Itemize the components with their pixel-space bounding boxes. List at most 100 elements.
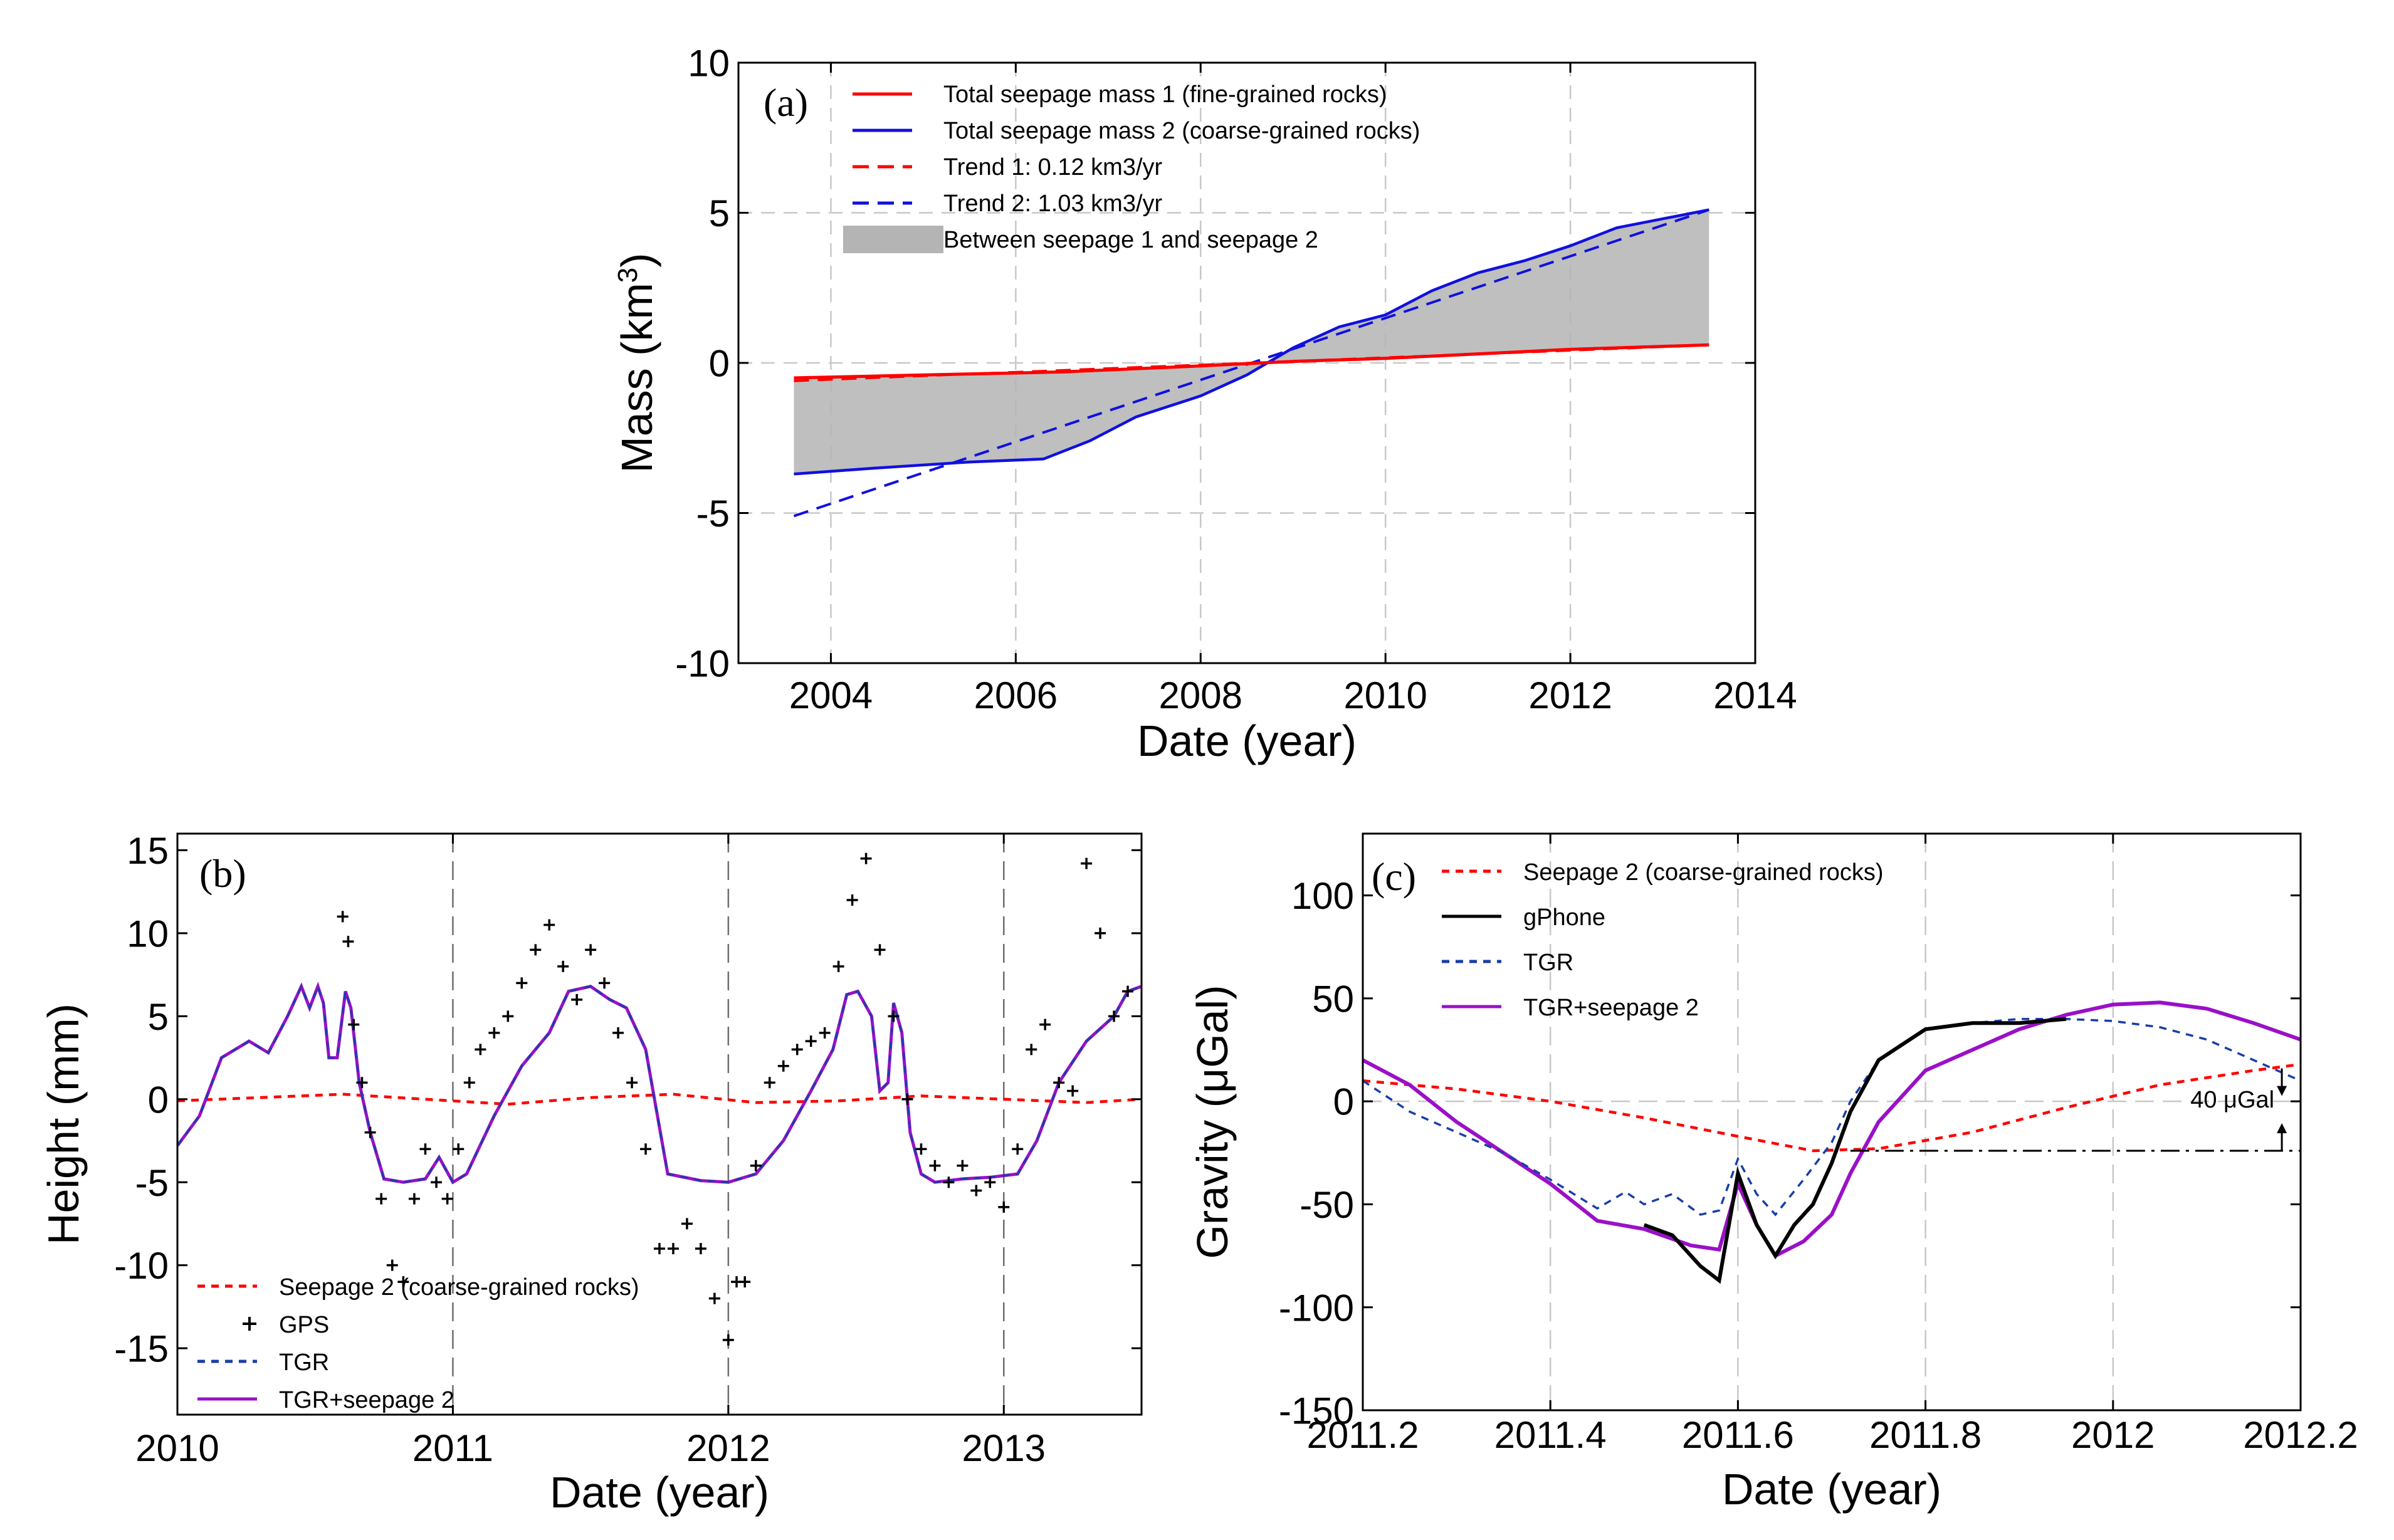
y-tick-label: 5 [709,192,730,234]
panel-label: (c) [1372,854,1416,899]
y-tick-label: 0 [709,343,730,385]
gps-point [1039,1019,1051,1030]
gps-point [463,1077,475,1089]
gps-point [791,1044,803,1055]
gps-point [441,1193,453,1205]
legend-swatch [843,226,943,253]
x-tick-label: 2008 [1159,674,1242,716]
y-tick-label: -50 [1299,1184,1354,1226]
y-tick-label: 0 [148,1079,169,1121]
x-tick-label: 2010 [1343,674,1427,716]
legend-label: Trend 1: 0.12 km3/yr [943,154,1163,181]
seepage-2-line [1363,1062,2301,1153]
gps-point [929,1160,941,1171]
gps-point [819,1027,831,1039]
panel-c: 40 μGal 2011.2 2011.4 2011.6 2011.8 2012 2012.… [1188,832,2358,1514]
gps-point [386,1259,398,1271]
tgr-seepage-2-line [177,982,1142,1185]
gps-point [957,1160,969,1171]
legend-label: Trend 2: 1.03 km3/yr [943,191,1163,217]
gps-point [626,1077,638,1089]
gps-point [557,960,569,972]
gps-point [708,1292,720,1304]
legend-label: TGR+seepage 2 [1523,995,1699,1021]
gps-point [722,1334,734,1346]
gps-point [915,1143,927,1155]
gps-point [984,1176,996,1188]
x-tick-label: 2012 [1528,674,1612,716]
x-tick-label: 2012 [2071,1414,2155,1456]
annotation-label: 40 μGal [2190,1087,2274,1113]
y-tick-label: 10 [688,43,730,85]
gps-point [408,1193,420,1205]
gps-point [681,1218,693,1230]
seepage-band [794,209,1709,474]
gps-point [998,1201,1010,1213]
gps-point [1026,1044,1037,1055]
gps-point [1108,1010,1120,1022]
seepage-mass-2-line [794,208,1709,476]
y-tick-label: -15 [114,1328,169,1370]
legend-label: Seepage 2 (coarse-grained rocks) [1523,859,1884,886]
gps-point [453,1143,465,1155]
legend-label: TGR+seepage 2 [279,1387,454,1413]
annotation-arrowhead [2277,1123,2287,1133]
tgr-line [177,983,1142,1184]
gps-point [888,1010,900,1022]
y-tick-label: 5 [148,996,169,1038]
gps-point [612,1027,624,1039]
x-tick-label: 2011.8 [1869,1414,1982,1456]
y-tick-label: -10 [675,643,730,685]
gps-point [599,977,611,989]
x-tick-label: 2011.2 [1306,1414,1419,1456]
x-tick-label: 2004 [789,674,873,716]
gps-point [431,1176,443,1188]
gps-point [750,1160,762,1171]
y-tick-label: 0 [1333,1081,1354,1123]
gps-point [348,1019,360,1030]
gps-point [530,944,542,956]
gps-point [764,1077,775,1089]
y-tick-label: -150 [1279,1390,1354,1432]
x-axis-label: Date (year) [550,1468,769,1517]
gps-point [805,1035,817,1047]
gps-point [364,1126,376,1138]
plot-area [1363,1000,2301,1284]
gps-point [488,1027,500,1039]
x-tick-label: 2010 [135,1427,219,1469]
gps-point [419,1143,431,1155]
x-tick-label: 2012.2 [2243,1414,2358,1456]
gps-point [943,1176,955,1188]
panel-label: (b) [199,851,246,896]
legend-label: TGR [1523,950,1573,976]
legend-swatch [243,1317,256,1331]
gps-point [739,1276,751,1288]
gps-point [846,894,858,906]
gps-point [1122,985,1134,997]
gps-point [695,1243,706,1255]
y-axis-label: Height (mm) [39,1003,88,1245]
y-tick-label: -5 [135,1162,169,1204]
x-tick-label: 2013 [962,1427,1046,1469]
gps-point [337,911,349,923]
gps-point [571,993,583,1005]
gps-point [640,1143,652,1155]
y-tick-label: 10 [127,913,169,955]
plot-area [177,852,1142,1346]
plot-frame [176,832,1143,1416]
panel-label: (a) [764,80,808,125]
x-tick-label: 2012 [686,1427,770,1469]
x-tick-label: 2011.6 [1682,1414,1794,1456]
gps-point [667,1243,679,1255]
seepage-2-line [177,1092,1142,1106]
gps-point [585,944,597,956]
x-axis-label: Date (year) [1722,1465,1941,1514]
legend-label: Total seepage mass 2 (coarse-grained roc… [943,118,1420,144]
panel-a: 2004 2006 2008 2010 2012 2014 -10 -5 0 5 10 Date (y… [612,43,1797,765]
y-tick-label: 100 [1291,875,1354,917]
gps-point [543,919,555,931]
y-tick-label: -5 [696,493,730,535]
tgr-line [1363,1017,2301,1217]
legend-label: GPS [279,1312,329,1338]
